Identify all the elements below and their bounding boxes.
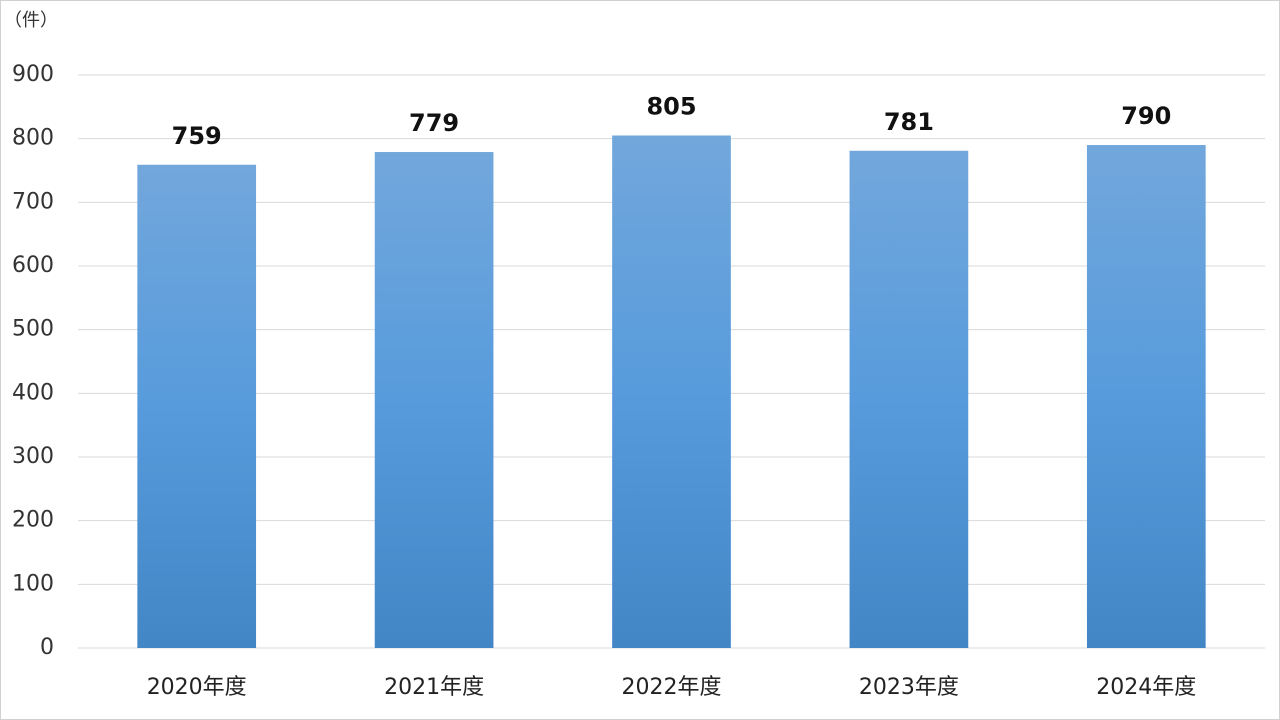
y-tick-label: 700 bbox=[12, 189, 54, 214]
x-tick-label: 2020年度 bbox=[147, 675, 247, 700]
bar bbox=[137, 164, 257, 648]
y-tick-label: 200 bbox=[12, 508, 54, 533]
y-tick-label: 0 bbox=[40, 635, 54, 660]
data-label: 781 bbox=[884, 108, 934, 136]
data-label: 790 bbox=[1121, 102, 1171, 130]
y-tick-label: 900 bbox=[12, 62, 54, 87]
x-tick-label: 2021年度 bbox=[384, 675, 484, 700]
x-tick-label: 2024年度 bbox=[1096, 675, 1196, 700]
y-tick-label: 600 bbox=[12, 253, 54, 278]
y-tick-label: 100 bbox=[12, 571, 54, 596]
bar bbox=[612, 135, 731, 648]
y-tick-label: 800 bbox=[12, 126, 54, 151]
x-tick-label: 2022年度 bbox=[622, 675, 722, 700]
y-tick-label: 500 bbox=[12, 317, 54, 342]
x-tick-label: 2023年度 bbox=[859, 675, 959, 700]
data-label: 779 bbox=[409, 109, 459, 137]
y-tick-label: 400 bbox=[12, 380, 54, 405]
y-axis-unit: （件） bbox=[4, 10, 58, 31]
data-label: 759 bbox=[172, 122, 222, 150]
bar bbox=[849, 150, 969, 648]
bar bbox=[1086, 145, 1206, 649]
y-tick-label: 300 bbox=[12, 444, 54, 469]
bar bbox=[374, 152, 494, 648]
data-label: 805 bbox=[646, 92, 696, 120]
